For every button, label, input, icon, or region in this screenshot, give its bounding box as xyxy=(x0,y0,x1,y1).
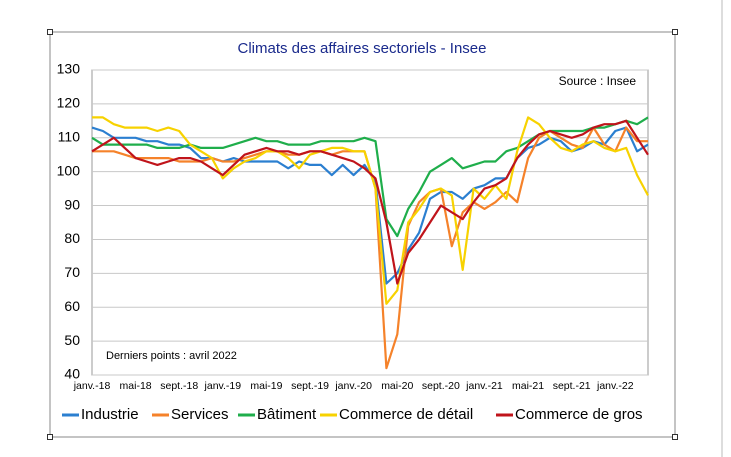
x-tick-label: mai-20 xyxy=(381,380,413,392)
x-tick-label: janv.-21 xyxy=(465,380,503,392)
legend-label: Bâtiment xyxy=(257,406,317,423)
chart-title: Climats des affaires sectoriels - Insee xyxy=(238,40,487,57)
y-tick-label: 90 xyxy=(64,196,80,212)
legend-label: Industrie xyxy=(81,406,139,423)
legend-label: Commerce de détail xyxy=(339,406,473,423)
frame-handles xyxy=(47,29,678,440)
y-tick-label: 60 xyxy=(64,298,80,314)
x-tick-label: sept.-21 xyxy=(553,380,591,392)
last-points-note: Derniers points : avril 2022 xyxy=(106,350,237,362)
series-line xyxy=(91,119,649,285)
y-tick-label: 130 xyxy=(57,61,81,77)
y-tick-label: 80 xyxy=(64,230,80,246)
x-tick-label: sept.-20 xyxy=(422,380,460,392)
x-tick-label: janv.-19 xyxy=(204,380,242,392)
y-tick-label: 70 xyxy=(64,264,80,280)
y-tick-label: 110 xyxy=(58,128,81,144)
x-tick-label: janv.-18 xyxy=(73,380,111,392)
plot-area xyxy=(91,69,649,376)
source-note: Source : Insee xyxy=(559,74,637,88)
x-tick-label: janv.-20 xyxy=(334,380,372,392)
chart-frame xyxy=(49,31,676,438)
legend-item: Services xyxy=(152,406,229,423)
y-tick-label: 50 xyxy=(64,332,80,348)
series-line xyxy=(92,116,649,305)
series-line xyxy=(91,116,649,238)
y-tick-label: 100 xyxy=(57,162,81,178)
x-tick-label: sept.-19 xyxy=(291,380,329,392)
legend-item: Commerce de gros xyxy=(496,406,643,423)
x-tick-label: mai-19 xyxy=(250,380,282,392)
x-tick-label: mai-21 xyxy=(512,380,544,392)
legend-label: Services xyxy=(171,406,229,423)
x-tick-label: janv.-22 xyxy=(596,380,634,392)
x-tick-label: mai-18 xyxy=(120,380,152,392)
y-tick-label: 120 xyxy=(57,95,81,111)
legend-label: Commerce de gros xyxy=(515,406,643,423)
y-tick-label: 40 xyxy=(64,366,80,382)
legend-item: Industrie xyxy=(62,406,139,423)
legend-item: Commerce de détail xyxy=(320,406,473,423)
legend-item: Bâtiment xyxy=(238,406,317,423)
x-tick-label: sept.-18 xyxy=(160,380,198,392)
